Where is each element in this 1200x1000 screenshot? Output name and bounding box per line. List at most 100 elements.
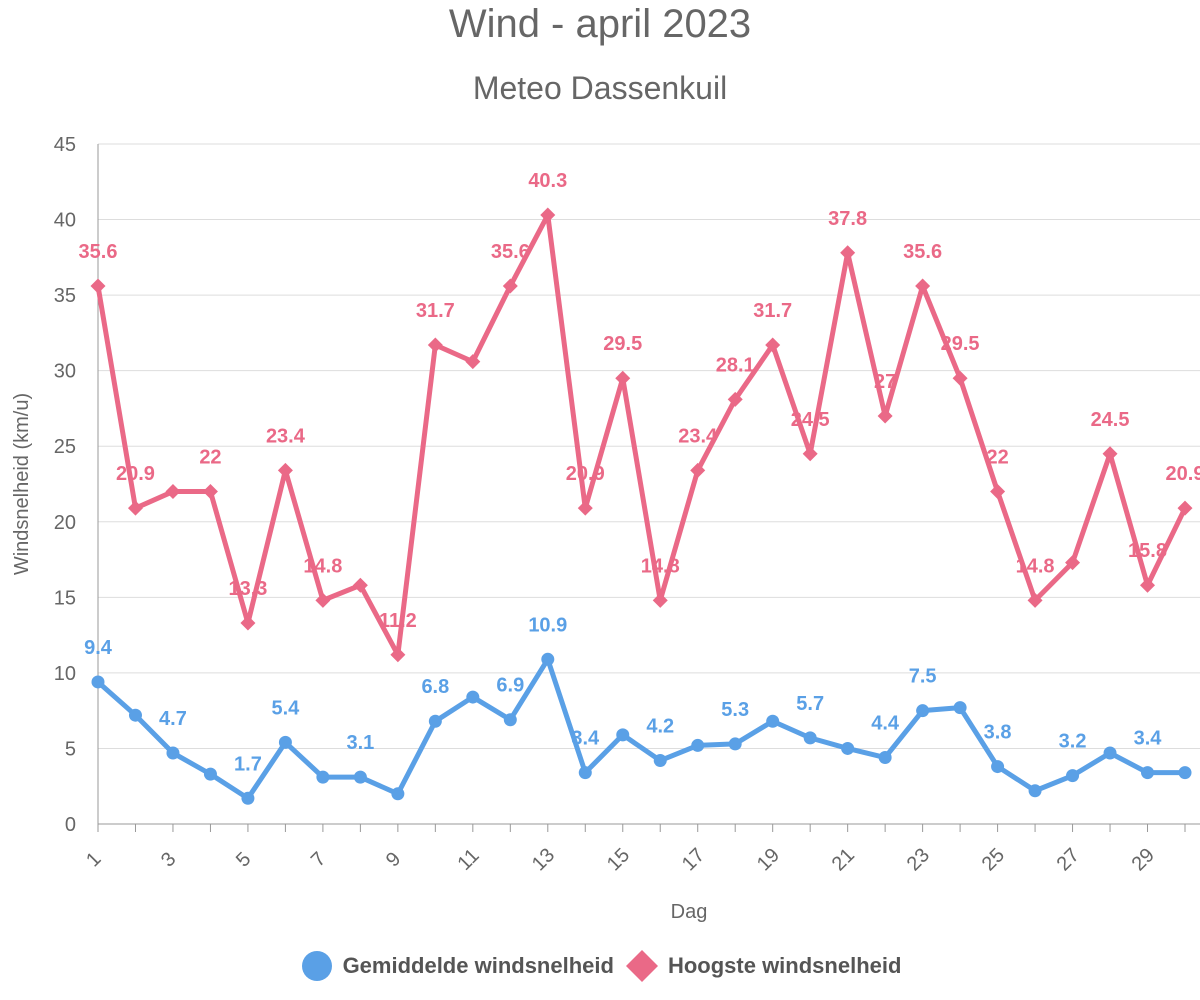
legend-item-max[interactable]: Hoogste windsnelheid (624, 948, 901, 984)
data-label-avg: 3.8 (984, 722, 1012, 744)
data-point-max (915, 278, 931, 294)
data-point-max (240, 615, 256, 631)
data-point-max (165, 484, 181, 500)
data-label-max: 11.2 (379, 610, 417, 632)
data-label-max: 24.5 (1091, 409, 1130, 431)
data-point-avg (241, 791, 255, 805)
data-point-max (390, 647, 406, 663)
data-label-avg: 4.7 (159, 708, 187, 730)
data-point-avg (503, 713, 517, 727)
data-point-avg (878, 751, 892, 765)
legend-label-avg: Gemiddelde windsnelheid (342, 953, 614, 978)
data-point-avg (578, 766, 592, 780)
data-point-avg (316, 770, 330, 784)
y-tick-label: 35 (54, 285, 76, 307)
data-label-max: 31.7 (753, 300, 792, 322)
data-point-avg (353, 770, 367, 784)
legend-label-max: Hoogste windsnelheid (667, 953, 902, 978)
data-point-max (615, 370, 631, 386)
data-point-avg (616, 728, 630, 742)
data-point-max (352, 577, 368, 593)
data-point-max (1140, 577, 1156, 593)
data-point-max (127, 500, 143, 516)
y-axis-title: Windsnelheid (km/u) (11, 393, 33, 575)
data-label-max: 40.3 (528, 170, 567, 192)
data-point-max (877, 408, 893, 424)
data-point-avg (1103, 746, 1117, 760)
data-point-max (652, 592, 668, 608)
data-label-avg: 1.7 (234, 753, 262, 775)
data-label-max: 14.8 (303, 555, 342, 577)
y-tick-label: 15 (54, 587, 76, 609)
data-label-avg: 3.2 (1059, 731, 1087, 753)
x-tick-label: 11 (453, 845, 483, 875)
data-label-max: 35.6 (903, 241, 942, 263)
data-label-avg: 6.8 (421, 676, 449, 698)
data-label-max: 14.8 (641, 555, 680, 577)
data-point-max (540, 207, 556, 223)
data-label-max: 23.4 (678, 425, 718, 447)
data-point-max (1177, 500, 1193, 516)
data-label-max: 15.8 (1128, 540, 1167, 562)
data-point-avg (691, 738, 705, 752)
data-label-max: 29.5 (603, 333, 642, 355)
x-tick-label: 9 (382, 848, 405, 871)
y-tick-label: 40 (54, 210, 76, 232)
data-label-max: 37.8 (828, 208, 867, 230)
x-tick-label: 1 (82, 848, 105, 871)
data-point-avg (91, 675, 105, 689)
data-label-avg: 5.3 (721, 699, 749, 721)
x-tick-label: 13 (528, 844, 559, 875)
data-point-avg (166, 746, 180, 760)
data-label-avg: 9.4 (84, 637, 113, 659)
data-point-avg (728, 737, 742, 751)
data-label-max: 14.8 (1016, 555, 1055, 577)
data-point-max (952, 370, 968, 386)
data-point-avg (991, 760, 1005, 774)
data-point-avg (1178, 766, 1192, 780)
data-label-max: 28.1 (716, 354, 755, 376)
data-point-max (802, 446, 818, 462)
data-point-max (840, 245, 856, 261)
circle-marker-icon (301, 951, 332, 981)
data-label-max: 31.7 (416, 300, 455, 322)
data-label-max: 22 (199, 447, 221, 469)
data-point-max (465, 354, 481, 370)
data-point-avg (916, 704, 930, 718)
data-label-avg: 6.9 (496, 675, 524, 697)
data-label-avg: 4.2 (646, 716, 674, 738)
data-point-avg (766, 714, 780, 728)
x-tick-label: 5 (232, 848, 255, 871)
data-label-max: 35.6 (491, 241, 530, 263)
data-label-max: 23.4 (266, 425, 306, 447)
data-label-max: 24.5 (791, 409, 830, 431)
data-point-max (577, 500, 593, 516)
x-tick-label: 25 (978, 844, 1009, 875)
data-label-max: 13.3 (228, 578, 267, 600)
x-tick-label: 17 (678, 844, 709, 875)
data-label-max: 20.9 (1166, 463, 1200, 485)
series-line-max (95, 212, 1188, 658)
y-tick-label: 25 (54, 436, 76, 458)
data-label-max: 20.9 (116, 463, 155, 485)
data-point-avg (653, 754, 667, 768)
data-point-avg (391, 787, 405, 801)
chart-title: Wind - april 2023 (448, 2, 752, 46)
data-label-max: 27 (874, 371, 896, 393)
data-point-avg (128, 708, 142, 722)
data-point-avg (803, 731, 817, 745)
legend-item-avg[interactable]: Gemiddelde windsnelheid (299, 948, 614, 984)
series-line-avg (95, 656, 1188, 801)
data-point-avg (428, 714, 442, 728)
data-point-max (690, 462, 706, 478)
y-tick-label: 30 (54, 361, 76, 383)
data-point-max (1027, 592, 1043, 608)
data-point-avg (841, 741, 855, 755)
x-tick-label: 19 (753, 844, 784, 875)
data-point-max (1065, 555, 1081, 571)
data-point-max (502, 278, 518, 294)
y-tick-label: 0 (65, 814, 76, 836)
data-label-avg: 10.9 (528, 614, 567, 636)
y-tick-label: 45 (54, 134, 76, 156)
